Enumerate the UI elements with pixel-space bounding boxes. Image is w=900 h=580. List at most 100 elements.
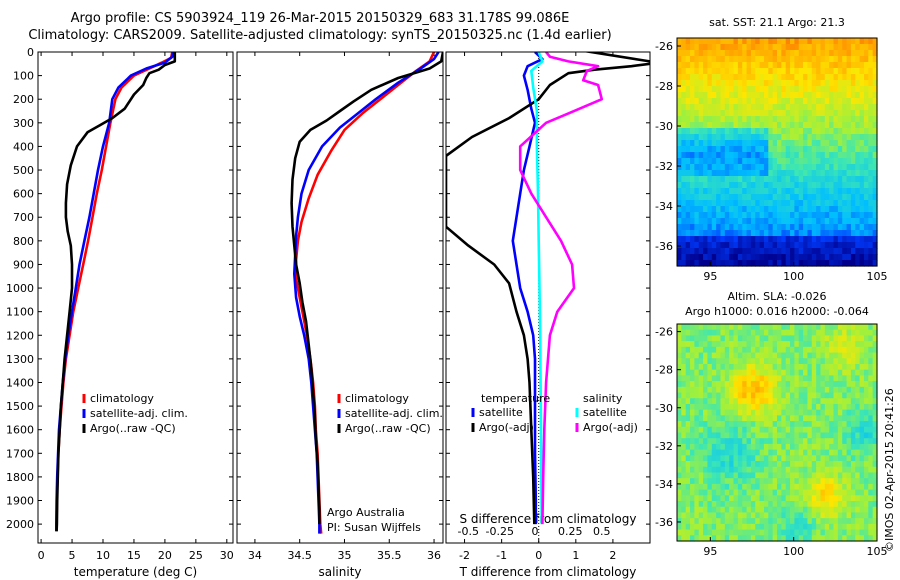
map-cell xyxy=(807,438,813,445)
map-cell xyxy=(842,188,848,195)
map-cell xyxy=(785,478,791,485)
map-cell xyxy=(677,518,682,525)
map-cell xyxy=(737,506,743,514)
map-cell xyxy=(711,324,717,331)
map-cell xyxy=(811,329,817,337)
map-cell xyxy=(790,523,795,531)
map-cell xyxy=(720,512,726,519)
map-cell xyxy=(785,152,791,159)
map-cell xyxy=(698,164,704,171)
map-cell xyxy=(690,80,695,87)
map-cell xyxy=(837,501,843,508)
map-cell xyxy=(716,164,722,171)
map-cell xyxy=(837,438,843,445)
map-cell xyxy=(742,188,748,195)
map-cell xyxy=(698,110,704,117)
map-cell xyxy=(855,254,861,261)
map-cell xyxy=(794,140,800,147)
map-cell xyxy=(803,218,809,225)
map-cell xyxy=(820,230,826,237)
map-cell xyxy=(837,236,843,243)
map-cell xyxy=(811,466,817,474)
map-cell xyxy=(772,176,778,183)
map-cell xyxy=(685,182,691,189)
map-cell xyxy=(863,324,869,331)
map-cell xyxy=(729,529,735,536)
map-cell xyxy=(829,128,835,135)
map-cell xyxy=(833,254,839,261)
map-cell xyxy=(772,98,778,105)
map-cell xyxy=(798,188,804,195)
map-cell xyxy=(733,110,739,117)
map-cell xyxy=(816,38,822,45)
map-cell xyxy=(807,152,813,159)
map-cell xyxy=(724,518,730,525)
map-cell xyxy=(833,158,839,165)
map-cell xyxy=(759,152,765,159)
map-cell xyxy=(681,518,687,525)
map-cell xyxy=(742,254,748,261)
map-cell xyxy=(677,478,682,485)
map-cell xyxy=(724,346,730,354)
map-cell xyxy=(750,152,756,159)
map-cell xyxy=(742,324,748,331)
map-cell xyxy=(724,409,730,416)
map-cell xyxy=(694,409,700,416)
map-cell xyxy=(742,128,748,135)
map-cell xyxy=(685,212,691,219)
map-cell xyxy=(737,478,743,485)
map-cell xyxy=(833,92,839,99)
map-cell xyxy=(850,369,856,376)
map-cell xyxy=(737,352,743,359)
map-cell xyxy=(763,146,769,153)
map-cell xyxy=(859,346,865,354)
map-cell xyxy=(768,375,774,382)
map-cell xyxy=(703,415,709,422)
map-cell xyxy=(685,140,691,147)
map-cell xyxy=(850,194,856,201)
map-cell xyxy=(846,62,852,69)
map-cell xyxy=(677,62,682,69)
map-cell xyxy=(803,80,809,87)
map-cell xyxy=(677,56,682,63)
map-cell xyxy=(863,426,869,434)
map-cell xyxy=(863,403,869,411)
map-cell xyxy=(790,341,795,348)
map-cell xyxy=(777,62,782,69)
map-cell xyxy=(681,329,687,337)
map-cell xyxy=(694,529,700,536)
map-cell xyxy=(859,409,865,416)
map-cell xyxy=(785,346,791,354)
map-cell xyxy=(794,206,800,213)
map-cell xyxy=(794,116,800,123)
map-cell xyxy=(681,110,687,117)
map-cell xyxy=(681,501,687,508)
map-cell xyxy=(733,461,739,468)
map-cell xyxy=(824,472,830,479)
map-cell xyxy=(794,224,800,231)
map-cell xyxy=(781,369,787,376)
x-tick-label: 2 xyxy=(609,549,616,562)
depth-tick-label: 1600 xyxy=(6,424,34,437)
map-cell xyxy=(859,375,865,382)
map-cell xyxy=(872,116,878,123)
map-cell xyxy=(733,242,739,249)
map-cell xyxy=(681,212,687,219)
map-cell xyxy=(737,254,743,261)
map-cell xyxy=(803,346,809,354)
map-cell xyxy=(703,409,709,416)
map-cell xyxy=(816,358,822,365)
map-cell xyxy=(698,443,704,451)
map-cell xyxy=(720,236,726,243)
map-cell xyxy=(790,50,795,57)
map-cell xyxy=(846,369,852,376)
map-cell xyxy=(842,230,848,237)
map-cell xyxy=(781,68,787,75)
x-tick-label: 30 xyxy=(220,549,234,562)
map-cell xyxy=(737,443,743,451)
map-cell xyxy=(763,200,769,207)
map-cell xyxy=(750,341,756,348)
map-cell xyxy=(781,176,787,183)
map-cell xyxy=(703,254,709,261)
map-cell xyxy=(737,512,743,519)
